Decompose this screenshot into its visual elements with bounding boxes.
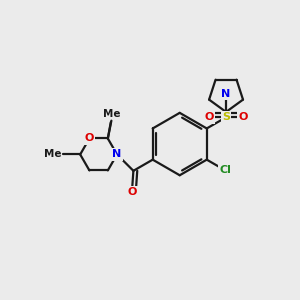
Text: O: O [127, 187, 136, 197]
Text: Me: Me [44, 149, 61, 160]
Text: S: S [222, 112, 230, 122]
Text: Me: Me [103, 109, 120, 119]
Text: O: O [204, 112, 214, 122]
Text: O: O [238, 112, 248, 122]
Text: O: O [85, 134, 94, 143]
Text: N: N [221, 89, 231, 99]
Text: N: N [112, 149, 122, 160]
Text: Cl: Cl [219, 165, 231, 176]
